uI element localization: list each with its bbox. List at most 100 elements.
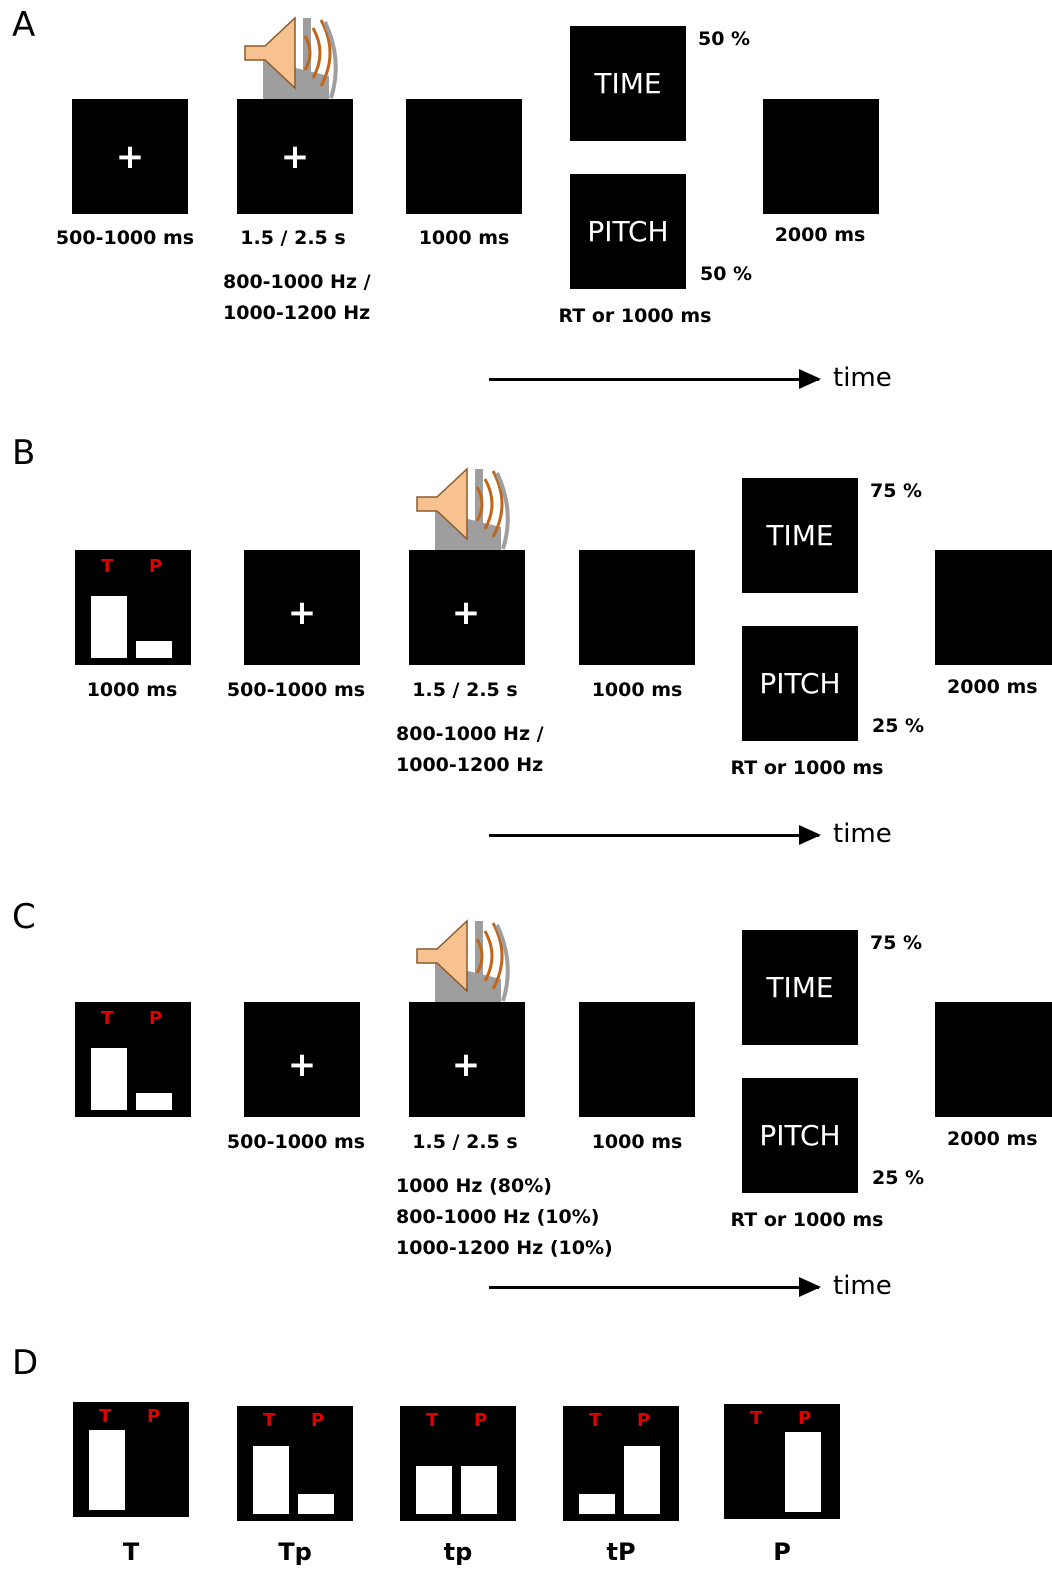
fixation-cross: +	[287, 593, 317, 633]
cue-bar-pitch	[461, 1466, 497, 1514]
pitch-probability: 50 %	[700, 263, 753, 285]
cue-letter-t: T	[101, 1008, 114, 1029]
iti-duration: 2000 ms	[774, 224, 866, 246]
tone-frequency-line: 1000-1200 Hz (10%)	[396, 1237, 613, 1259]
fixation-cross: +	[287, 1045, 317, 1085]
blank-duration: 1000 ms	[591, 1131, 683, 1153]
cue-box: T P	[75, 1002, 191, 1117]
fixation-box: +	[244, 1002, 360, 1117]
tone-frequency-line: 800-1000 Hz /	[223, 271, 371, 293]
panel-label-a: A	[12, 5, 36, 45]
time-response-label: TIME	[594, 66, 662, 100]
cue-bar-time	[91, 1048, 127, 1110]
response-deadline: RT or 1000 ms	[558, 305, 712, 327]
time-axis-label: time	[833, 1271, 892, 1301]
time-probability: 75 %	[870, 480, 923, 502]
tone-frequency-line: 1000 Hz (80%)	[396, 1175, 552, 1197]
tone-frequency-line: 800-1000 Hz /	[396, 723, 544, 745]
cue-type-label: tP	[606, 1538, 636, 1566]
cue-bar-pitch	[298, 1494, 334, 1514]
cue-letter-t: T	[750, 1408, 763, 1429]
blank-box	[579, 1002, 695, 1117]
pitch-response-label: PITCH	[759, 666, 841, 700]
speaker-icon	[243, 16, 338, 104]
cue-bar-time	[416, 1466, 452, 1514]
pitch-probability: 25 %	[872, 1167, 925, 1189]
time-axis-label: time	[833, 363, 892, 393]
cue-letter-t: T	[426, 1410, 439, 1431]
tone-frequency-line: 1000-1200 Hz	[223, 302, 371, 324]
tone-duration: 1.5 / 2.5 s	[240, 227, 346, 249]
time-response-label: TIME	[766, 518, 834, 552]
cue-type-label: tp	[443, 1538, 473, 1566]
time-response-box: TIME	[742, 930, 858, 1045]
fixation-box: +	[244, 550, 360, 665]
fixation-cross: +	[451, 593, 481, 633]
tone-box: +	[409, 1002, 525, 1117]
tone-box: +	[409, 550, 525, 665]
tone-duration: 1.5 / 2.5 s	[412, 679, 518, 701]
cue-bar-time	[89, 1430, 125, 1510]
tone-box: +	[237, 99, 353, 214]
cue-bar-time	[91, 596, 127, 658]
blank-box	[406, 99, 522, 214]
time-axis-label: time	[833, 819, 892, 849]
iti-duration: 2000 ms	[947, 1128, 1038, 1150]
tone-frequency-line: 1000-1200 Hz	[396, 754, 544, 776]
iti-duration: 2000 ms	[947, 676, 1038, 698]
cue-letter-p: P	[149, 1008, 163, 1029]
fixation-duration: 500-1000 ms	[55, 227, 195, 249]
fixation-cross: +	[115, 137, 145, 177]
cue-letter-p: P	[798, 1408, 812, 1429]
tone-frequency-line: 800-1000 Hz (10%)	[396, 1206, 600, 1228]
panel-label-b: B	[12, 433, 36, 473]
fixation-cross: +	[451, 1045, 481, 1085]
response-deadline: RT or 1000 ms	[730, 1209, 884, 1231]
pitch-response-box: PITCH	[742, 626, 858, 741]
cue-box: T P	[75, 550, 191, 665]
time-probability: 50 %	[698, 28, 751, 50]
cue-letter-t: T	[101, 556, 114, 577]
time-arrow	[489, 825, 821, 845]
cue-type-label: Tp	[278, 1538, 312, 1566]
cue-letter-p: P	[311, 1410, 325, 1431]
cue-bar-time	[579, 1494, 615, 1514]
speaker-icon	[415, 467, 510, 555]
cue-letter-p: P	[147, 1406, 161, 1427]
cue-letter-p: P	[637, 1410, 651, 1431]
response-deadline: RT or 1000 ms	[730, 757, 884, 779]
pitch-response-label: PITCH	[759, 1118, 841, 1152]
blank-box	[579, 550, 695, 665]
time-response-box: TIME	[742, 478, 858, 593]
fixation-duration: 500-1000 ms	[226, 1131, 366, 1153]
fixation-duration: 500-1000 ms	[226, 679, 366, 701]
tone-duration: 1.5 / 2.5 s	[412, 1131, 518, 1153]
pitch-response-box: PITCH	[742, 1078, 858, 1193]
iti-box	[935, 1002, 1052, 1117]
pitch-response-label: PITCH	[587, 214, 669, 248]
fixation-box: +	[72, 99, 188, 214]
cue-duration: 1000 ms	[86, 679, 178, 701]
pitch-response-box: PITCH	[570, 174, 686, 289]
cue-bar-pitch	[624, 1446, 660, 1514]
cue-type-label: P	[773, 1538, 791, 1566]
cue-letter-t: T	[589, 1410, 602, 1431]
cue-bar-pitch	[136, 641, 172, 658]
time-arrow	[489, 369, 821, 389]
cue-letter-t: T	[263, 1410, 276, 1431]
panel-label-c: C	[12, 897, 36, 937]
fixation-cross: +	[280, 137, 310, 177]
panel-label-d: D	[12, 1343, 39, 1383]
blank-duration: 1000 ms	[418, 227, 510, 249]
pitch-probability: 25 %	[872, 715, 925, 737]
iti-box	[935, 550, 1052, 665]
time-response-label: TIME	[766, 970, 834, 1004]
iti-box	[763, 99, 879, 214]
cue-bar-pitch	[136, 1093, 172, 1110]
cue-letter-t: T	[99, 1406, 112, 1427]
